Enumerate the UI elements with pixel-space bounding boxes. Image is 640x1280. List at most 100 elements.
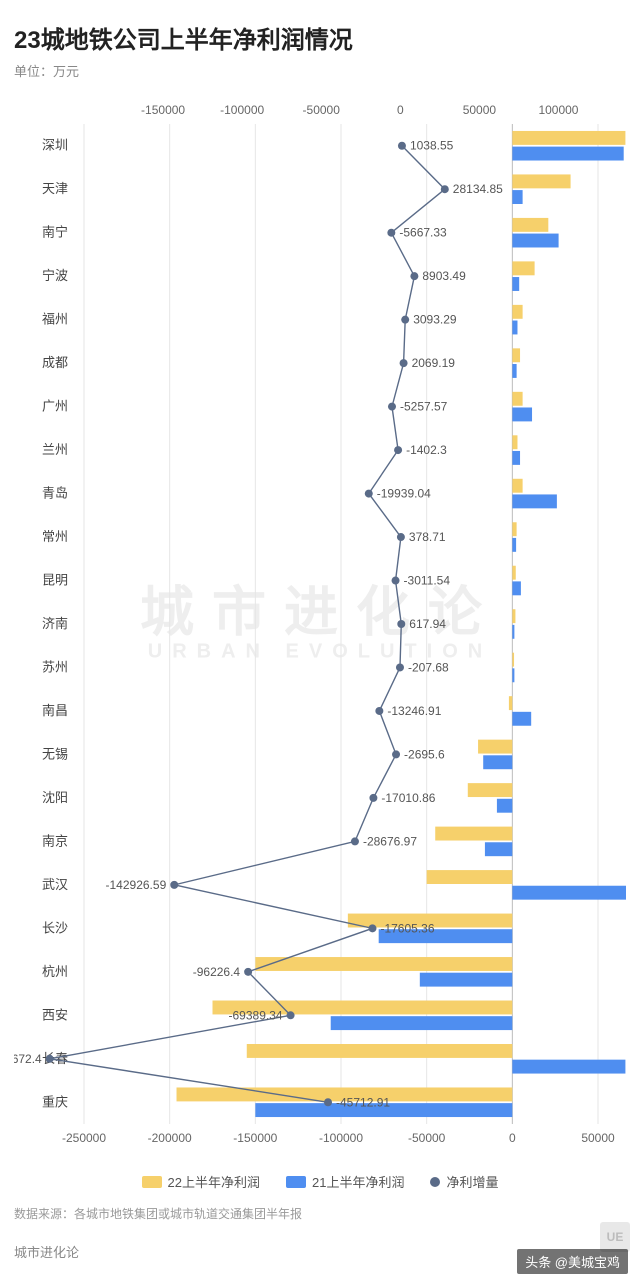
bar-22 [427, 870, 513, 884]
legend-swatch [142, 1176, 162, 1188]
bar-21 [512, 581, 521, 595]
legend-label: 21上半年净利润 [312, 1172, 404, 1191]
data-source: 数据来源：各城市地铁集团或城市轨道交通集团半年报 [14, 1205, 626, 1222]
bar-22 [512, 131, 625, 145]
category-label: 西安 [42, 1007, 68, 1022]
bar-22 [512, 218, 548, 232]
delta-label: 378.71 [409, 530, 446, 544]
category-label: 苏州 [42, 659, 68, 674]
delta-label: -1402.3 [406, 443, 447, 457]
bar-21 [512, 886, 626, 900]
legend-item: 净利增量 [430, 1172, 498, 1191]
ue-badge: UE [600, 1222, 630, 1252]
delta-label: -142926.59 [106, 878, 167, 892]
bar-21 [512, 538, 516, 552]
svg-text:100000: 100000 [538, 103, 578, 117]
svg-text:0: 0 [397, 103, 404, 117]
category-label: 南宁 [42, 225, 68, 240]
bar-21 [512, 190, 522, 204]
bar-22 [512, 566, 515, 580]
chart-area: 城市进化论 URBAN EVOLUTION -250000-200000-150… [14, 90, 626, 1160]
delta-marker [400, 359, 408, 367]
svg-text:-250000: -250000 [62, 1131, 106, 1145]
delta-marker [401, 316, 409, 324]
svg-text:-200000: -200000 [148, 1131, 192, 1145]
delta-marker [397, 620, 405, 628]
category-label: 常州 [42, 529, 68, 544]
bar-22 [512, 174, 570, 188]
delta-label: -2695.6 [404, 747, 445, 761]
delta-label: -28676.97 [363, 834, 417, 848]
delta-marker [398, 142, 406, 150]
bar-21 [512, 668, 514, 682]
delta-label: -5667.33 [399, 226, 447, 240]
delta-marker [244, 968, 252, 976]
bar-21 [512, 407, 532, 421]
delta-label: -45712.91 [336, 1095, 390, 1109]
bar-22 [512, 522, 516, 536]
category-label: 兰州 [42, 442, 68, 457]
bar-21 [512, 234, 558, 248]
bar-22 [247, 1044, 513, 1058]
bar-21 [512, 277, 519, 291]
bar-22 [512, 261, 534, 275]
delta-marker [392, 577, 400, 585]
bar-22 [255, 957, 512, 971]
category-label: 昆明 [42, 573, 68, 588]
chart-svg: -250000-200000-150000-100000-50000050000… [14, 90, 626, 1160]
category-label: 青岛 [42, 486, 68, 501]
bar-21 [497, 799, 512, 813]
bar-21 [512, 625, 514, 639]
legend-swatch [286, 1176, 306, 1188]
svg-text:-150000: -150000 [233, 1131, 277, 1145]
bar-21 [512, 712, 531, 726]
category-label: 南京 [42, 833, 68, 848]
delta-marker [392, 750, 400, 758]
bar-21 [512, 494, 557, 508]
svg-text:-100000: -100000 [220, 103, 264, 117]
delta-marker [387, 229, 395, 237]
category-label: 无锡 [42, 746, 68, 761]
category-label: 天津 [42, 181, 68, 196]
bar-21 [331, 1016, 513, 1030]
delta-marker [324, 1098, 332, 1106]
delta-marker [369, 794, 377, 802]
svg-text:-100000: -100000 [319, 1131, 363, 1145]
delta-marker [394, 446, 402, 454]
category-label: 成都 [42, 355, 68, 370]
chart-subtitle: 单位：万元 [14, 61, 626, 80]
legend-item: 21上半年净利润 [286, 1172, 404, 1191]
delta-label: -19939.04 [377, 487, 431, 501]
bar-21 [512, 321, 517, 335]
category-label: 武汉 [42, 877, 68, 892]
delta-marker [287, 1011, 295, 1019]
bar-22 [512, 348, 520, 362]
delta-label: 2069.19 [412, 356, 456, 370]
bar-21 [512, 364, 516, 378]
delta-marker [441, 185, 449, 193]
bar-21 [485, 842, 512, 856]
bar-22 [435, 827, 512, 841]
bar-21 [512, 1060, 625, 1074]
category-label: 济南 [42, 616, 68, 631]
legend-item: 22上半年净利润 [142, 1172, 260, 1191]
svg-text:50000: 50000 [581, 1131, 615, 1145]
delta-label: 8903.49 [422, 269, 466, 283]
delta-label: -207.68 [408, 660, 449, 674]
chart-title: 23城地铁公司上半年净利润情况 [14, 20, 626, 55]
delta-marker [388, 403, 396, 411]
headline-credit: 头条 @美城宝鸡 [517, 1249, 628, 1274]
delta-label: -13246.91 [387, 704, 441, 718]
bar-21 [512, 147, 623, 161]
svg-text:-150000: -150000 [141, 103, 185, 117]
legend-label: 22上半年净利润 [168, 1172, 260, 1191]
category-label: 广州 [42, 399, 68, 414]
bar-22 [512, 609, 515, 623]
svg-text:0: 0 [509, 1131, 516, 1145]
bar-22 [509, 696, 512, 710]
delta-label: 1038.55 [410, 139, 454, 153]
delta-marker [170, 881, 178, 889]
category-label: 福州 [42, 312, 68, 327]
category-label: 杭州 [42, 964, 68, 979]
delta-label: 617.94 [409, 617, 446, 631]
